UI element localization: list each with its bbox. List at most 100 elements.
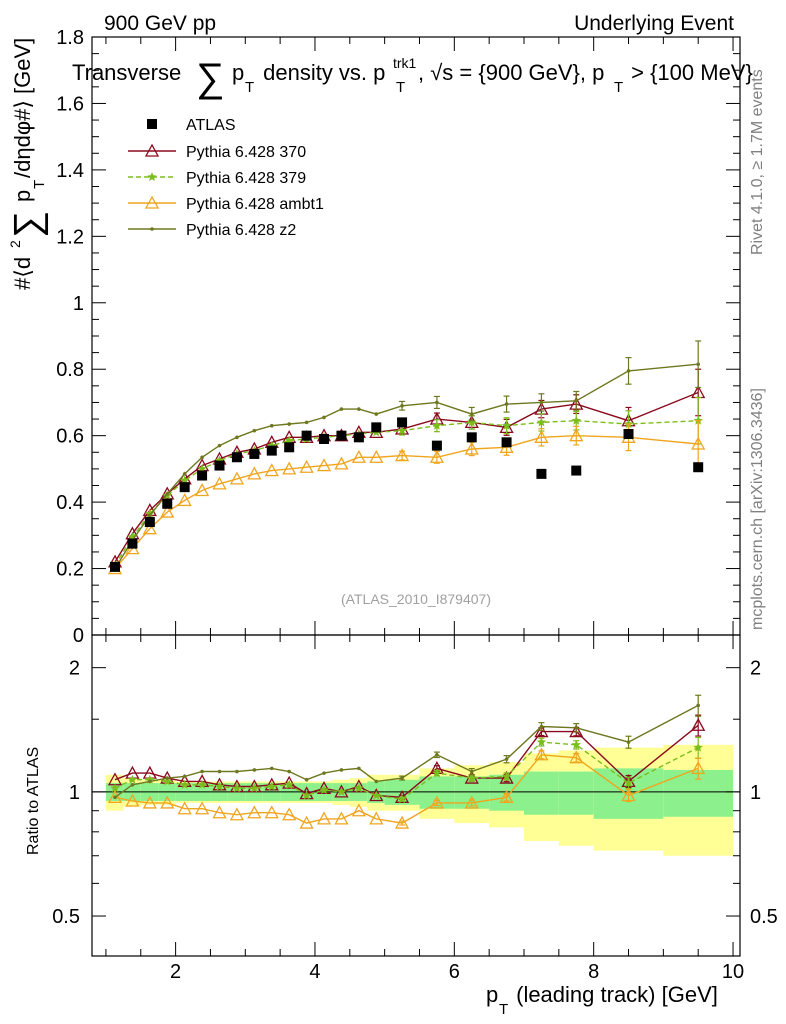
main-ytick-label: 1.8	[56, 27, 84, 49]
ratio-point-p370	[534, 724, 549, 738]
point-ambt1	[229, 471, 245, 485]
header-left: 900 GeV pp	[104, 12, 216, 35]
point-p379	[467, 417, 477, 427]
point-z2	[435, 400, 439, 405]
side-rivet: Rivet 4.1.0, ≥ 1.7M events	[749, 69, 766, 255]
ratio-ytick-label-right: 2	[750, 658, 761, 680]
legend-marker-z2	[150, 227, 154, 231]
point-ambt1	[194, 483, 210, 497]
point-data	[319, 433, 330, 444]
ylabel-part2: /dηdφ#⟩ [GeV]	[10, 38, 35, 178]
main-ytick-label: 0	[73, 625, 84, 647]
svg-text:Transverse: Transverse	[72, 60, 181, 85]
ratio-point-p379	[197, 779, 207, 789]
ratio-point-p379	[110, 783, 120, 793]
point-z2	[287, 422, 291, 426]
ratio-point-ambt1	[429, 795, 444, 809]
point-data	[623, 429, 634, 440]
ylabel-t-sub: T	[31, 180, 48, 189]
ratio-point-z2	[626, 740, 631, 744]
point-ambt1	[282, 461, 297, 475]
ratio-point-z2	[357, 766, 361, 771]
ratio-point-z2	[304, 777, 309, 782]
ratio-point-ambt1	[212, 805, 227, 819]
point-data	[571, 465, 582, 476]
xtick-label: 4	[309, 961, 320, 983]
point-data	[179, 482, 190, 493]
series-data	[109, 417, 704, 572]
ratio-point-p370	[282, 775, 297, 789]
ratio-point-p370	[569, 724, 584, 738]
ratio-point-ambt1	[177, 801, 192, 815]
ratio-point-z2	[148, 779, 152, 784]
point-ambt1	[464, 441, 479, 455]
point-z2	[322, 415, 326, 420]
point-p379	[501, 420, 512, 430]
x-axis-label: p T (leading track) [GeV]	[486, 982, 718, 1018]
ratio-point-z2	[469, 769, 474, 774]
point-data	[144, 517, 155, 528]
legend-label-z2: Pythia 6.428 z2	[186, 222, 296, 239]
point-z2	[235, 435, 239, 440]
series-line-z2	[114, 363, 699, 569]
ratio-point-p379	[623, 778, 634, 788]
point-data	[693, 462, 704, 473]
band-inner	[524, 771, 559, 815]
point-ambt1	[142, 521, 157, 535]
ratio-point-ambt1	[229, 807, 245, 821]
ratio-point-z2	[374, 779, 379, 784]
ratio-point-ambt1	[534, 747, 549, 761]
ratio-point-ambt1	[125, 793, 140, 807]
title-part1: Transverse	[72, 60, 181, 85]
ratio-point-p379	[249, 783, 260, 793]
point-z2	[400, 403, 404, 408]
point-z2	[304, 420, 309, 425]
point-ambt1	[334, 456, 349, 470]
ratio-point-z2	[113, 795, 117, 800]
legend-label-p370: Pythia 6.428 370	[186, 144, 306, 161]
legend-marker-p370	[144, 143, 160, 157]
xlabel-rest: (leading track) [GeV]	[510, 982, 718, 1007]
xlabel-p: p	[486, 982, 498, 1007]
title-part4: > {100 MeV}	[625, 60, 753, 85]
ratio-ytick-label: 1	[69, 782, 80, 804]
ratio-point-p379	[371, 790, 381, 800]
ratio-point-z2	[200, 769, 204, 774]
ratio-point-ambt1	[282, 807, 297, 821]
point-z2	[357, 407, 361, 411]
ratio-point-z2	[574, 725, 579, 730]
ratio-point-p379	[214, 781, 225, 791]
point-ambt1	[369, 449, 384, 463]
analysis-id: (ATLAS_2010_I879407)	[341, 591, 491, 607]
point-data	[197, 470, 208, 481]
ratio-point-p379	[397, 794, 407, 804]
point-ambt1	[534, 429, 549, 443]
ratio-line-z2	[114, 704, 699, 798]
ratio-point-p370	[264, 777, 279, 791]
y-axis-label: #⟨d 2 ∑ p T /dηdφ#⟩ [GeV]	[7, 38, 49, 290]
ratio-point-ambt1	[351, 803, 366, 817]
point-p379	[397, 425, 407, 435]
ratio-point-ambt1	[316, 811, 332, 825]
point-z2	[165, 492, 170, 496]
point-ambt1	[299, 459, 314, 473]
ratio-point-z2	[504, 757, 509, 761]
ratio-point-p370	[229, 779, 245, 793]
ratio-point-p379	[179, 779, 190, 789]
ratio-point-p379	[467, 773, 477, 783]
ratio-point-p370	[691, 717, 706, 731]
ratio-point-ambt1	[464, 795, 479, 809]
title-t-sub2: T	[396, 79, 405, 96]
ylabel-part1: #⟨d	[10, 257, 35, 290]
ratio-point-p370	[499, 770, 514, 784]
point-z2	[269, 423, 274, 428]
ratio-point-p379	[301, 790, 312, 800]
point-z2	[504, 402, 509, 406]
point-data	[284, 442, 295, 453]
legend-label-ambt1: Pythia 6.428 ambt1	[186, 196, 324, 213]
point-ambt1	[429, 449, 444, 463]
point-p379	[145, 508, 155, 518]
legend: ATLAS Pythia 6.428 370 Pythia 6.428 379 Pyt…	[128, 117, 324, 239]
ratio-point-p379	[536, 737, 547, 747]
point-data	[127, 538, 138, 549]
